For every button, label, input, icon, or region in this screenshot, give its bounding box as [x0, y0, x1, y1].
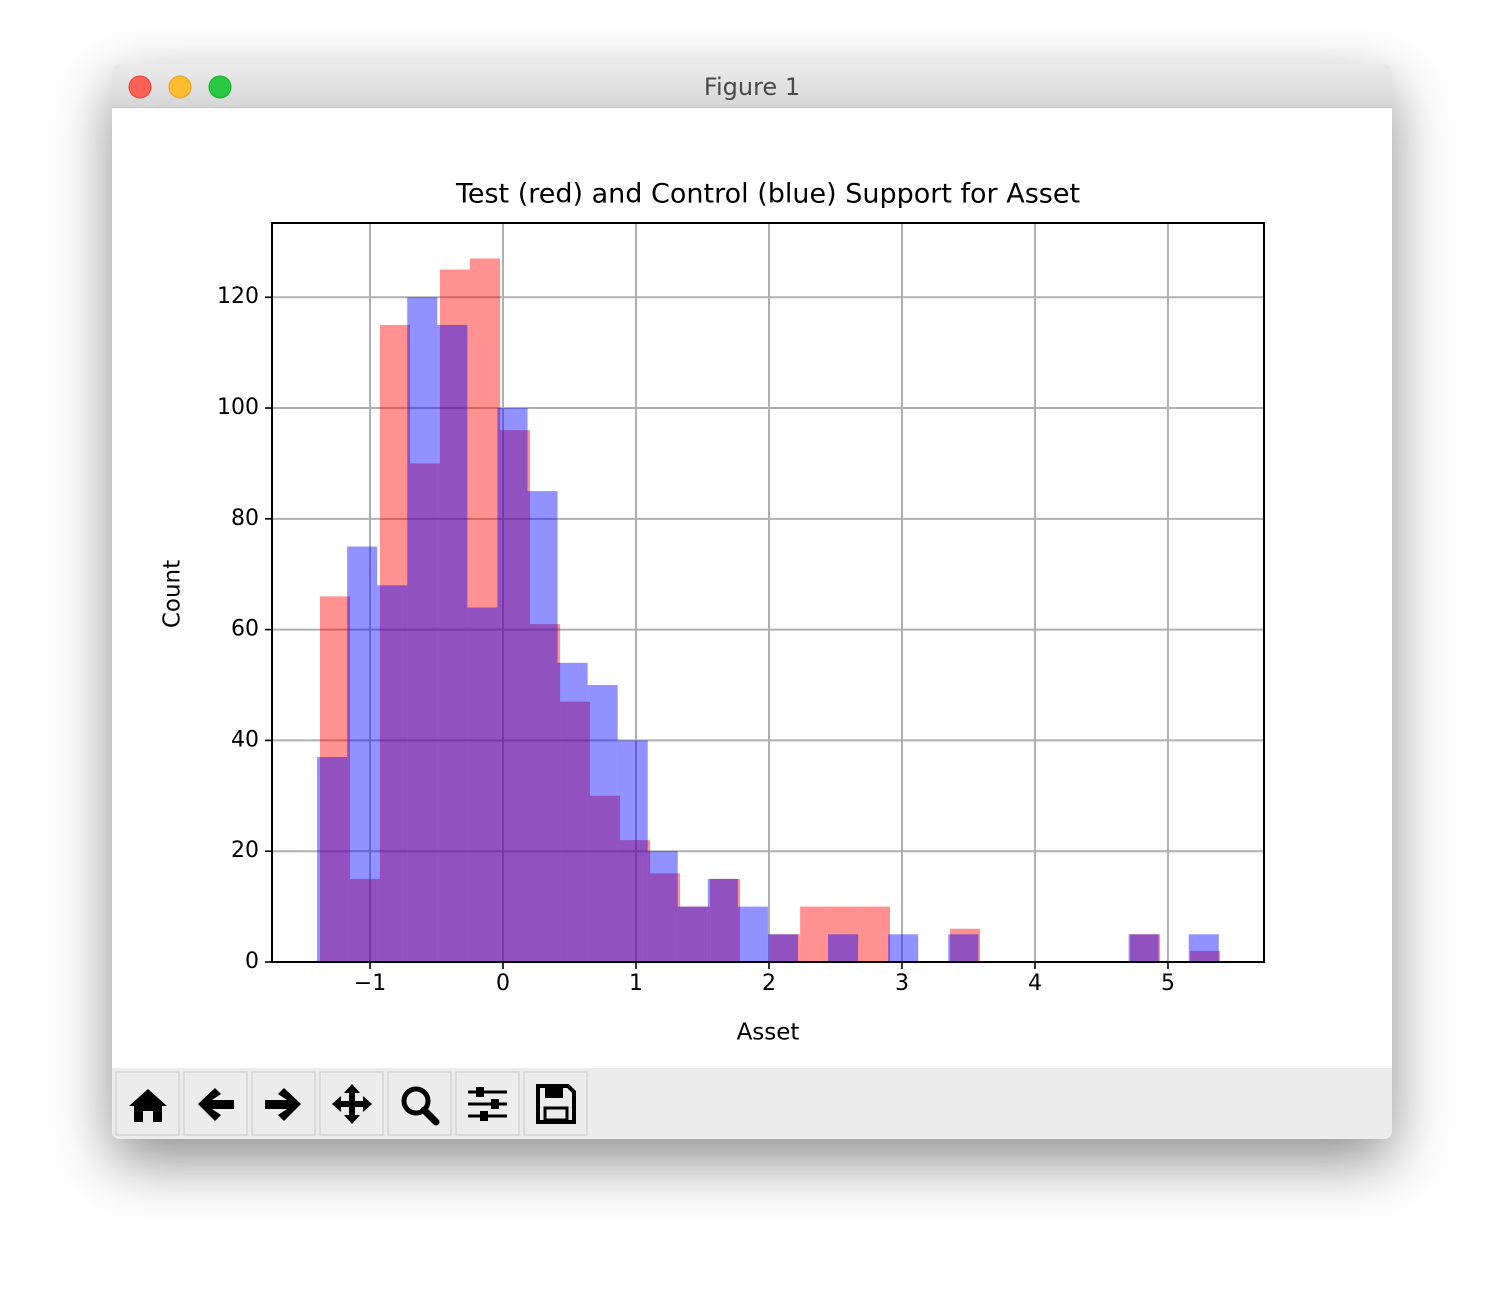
histogram-bar [407, 297, 438, 962]
toolbar-buttons [115, 1071, 588, 1136]
y-tick-label: 20 [231, 838, 259, 863]
histogram-bar [830, 906, 861, 962]
histogram-bar [467, 607, 498, 962]
histogram-bar [500, 430, 531, 962]
window-title: Figure 1 [704, 73, 800, 101]
histogram-bar [379, 324, 411, 962]
histogram-bar [560, 701, 590, 962]
histogram-bar [1188, 934, 1219, 962]
title-bar [112, 64, 1392, 108]
histogram-bar [650, 873, 681, 962]
histogram-bar [828, 934, 859, 962]
histogram-bar [347, 546, 378, 962]
histogram-bar [439, 269, 471, 963]
x-tick-label: 3 [895, 971, 909, 996]
histogram-bar [770, 934, 801, 962]
y-axis-label: Count [160, 560, 186, 628]
chart-title: Test (red) and Control (blue) Support fo… [455, 179, 1080, 210]
y-tick-label: 100 [217, 395, 259, 420]
histogram-bar [410, 463, 440, 962]
save-button[interactable] [523, 1071, 588, 1136]
histogram-bar [317, 757, 348, 962]
x-axis-label: Asset [737, 1020, 800, 1046]
histogram-bar [710, 878, 741, 962]
histogram-bar [377, 585, 408, 962]
histogram-bar [557, 662, 588, 962]
minimize-button[interactable] [168, 75, 192, 99]
histogram-bar [350, 878, 380, 962]
x-tick-label: 0 [496, 971, 510, 996]
histogram-bar [647, 851, 678, 962]
x-tick-label: 2 [762, 971, 776, 996]
home-button[interactable] [115, 1071, 180, 1136]
histogram-bar [589, 795, 621, 962]
forward-button[interactable] [251, 1071, 316, 1136]
y-tick-label: 80 [231, 506, 259, 531]
y-tick-label: 60 [231, 617, 259, 642]
histogram-bar [860, 906, 891, 962]
histogram-bar [948, 934, 979, 962]
histogram-bar [1190, 950, 1221, 962]
histogram-bar [767, 934, 798, 962]
x-tick-label: 4 [1028, 971, 1042, 996]
zoom-tool-button[interactable] [387, 1071, 452, 1136]
x-tick-label: −1 [354, 971, 386, 996]
histogram-bar [677, 906, 708, 962]
zoom-button[interactable] [208, 75, 232, 99]
axes-frame [271, 222, 1265, 963]
x-tick-label: 1 [629, 971, 643, 996]
histogram-bar [707, 878, 738, 962]
histogram-bar [497, 408, 528, 962]
histogram-bar [617, 740, 648, 962]
histogram-bar [1130, 934, 1161, 962]
window [112, 64, 1392, 1139]
histogram-bar [620, 840, 651, 962]
close-button[interactable] [128, 75, 152, 99]
y-tick-label: 0 [245, 949, 259, 974]
y-tick-label: 40 [231, 727, 259, 752]
histogram-bar [1128, 934, 1159, 962]
histogram-bar [950, 928, 981, 962]
histogram-bar [320, 596, 351, 962]
x-tick-label: 5 [1161, 971, 1175, 996]
histogram-bar [680, 906, 711, 962]
configure-button[interactable] [455, 1071, 520, 1136]
histogram-bar [527, 491, 558, 962]
histogram-bar [470, 258, 501, 962]
histogram-bar [800, 906, 831, 962]
histogram-bar [888, 934, 919, 962]
histogram-bar [737, 906, 768, 962]
pan-button[interactable] [319, 1071, 384, 1136]
back-button[interactable] [183, 1071, 248, 1136]
histogram-bar [530, 624, 561, 962]
histogram-bar [437, 324, 468, 962]
histogram-bar [587, 685, 618, 962]
y-tick-label: 120 [217, 284, 259, 309]
